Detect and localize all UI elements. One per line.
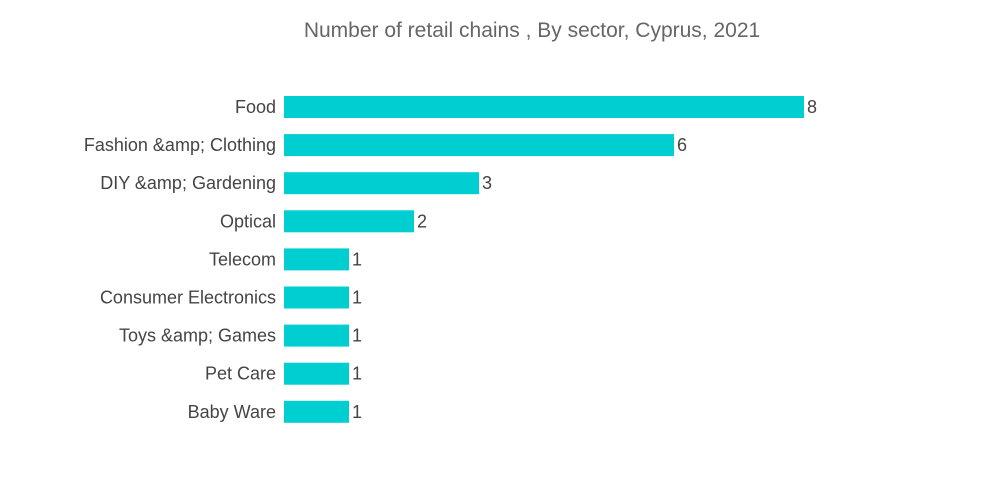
- bar: [284, 134, 674, 157]
- category-label: Pet Care: [205, 364, 276, 384]
- value-label: 1: [352, 326, 362, 346]
- category-label: Optical: [220, 211, 276, 231]
- bars-group: Food 8 Fashion &amp; Clothing 6 DIY &amp; Ga…: [84, 96, 817, 423]
- value-label: 1: [352, 288, 362, 308]
- bar: [284, 400, 349, 423]
- value-label: 8: [807, 97, 817, 117]
- value-label: 6: [677, 135, 687, 155]
- category-label: Baby Ware: [188, 402, 276, 422]
- category-label: Telecom: [209, 249, 276, 269]
- category-label: Consumer Electronics: [100, 288, 276, 308]
- bar: [284, 362, 349, 385]
- bar: [284, 210, 414, 233]
- value-label: 3: [482, 173, 492, 193]
- bar: [284, 96, 804, 118]
- value-label: 1: [352, 402, 362, 422]
- bar: [284, 172, 479, 195]
- category-label: DIY &amp; Gardening: [100, 173, 276, 193]
- value-label: 2: [417, 211, 427, 231]
- bar: [284, 324, 349, 347]
- category-label: Food: [235, 97, 276, 117]
- category-label: Toys &amp; Games: [119, 326, 276, 346]
- bar: [284, 286, 349, 309]
- chart-title: Number of retail chains , By sector, Cyp…: [304, 19, 760, 42]
- value-label: 1: [352, 364, 362, 384]
- value-label: 1: [352, 249, 362, 269]
- bar: [284, 248, 349, 271]
- category-label: Fashion &amp; Clothing: [84, 135, 276, 155]
